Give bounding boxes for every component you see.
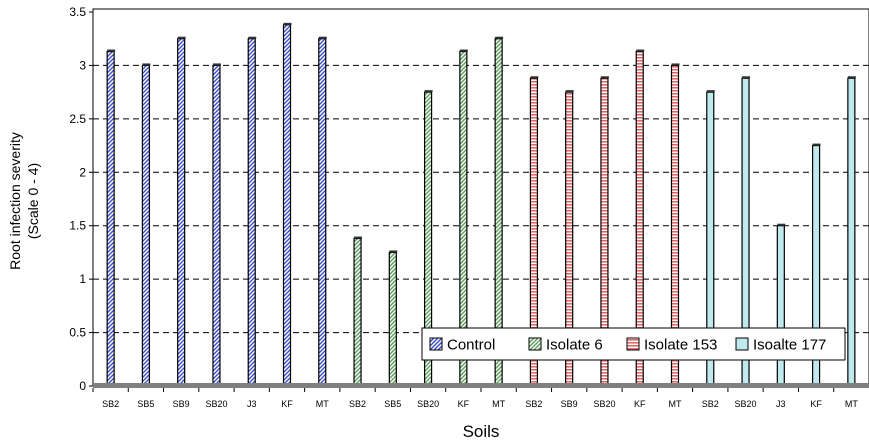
- bar-isolate-153-cap: [530, 76, 539, 79]
- y-tick-label: 2: [79, 165, 86, 179]
- plot-area: [92, 8, 869, 387]
- legend-label-isolate-153: Isolate 153: [644, 337, 717, 354]
- bars: [106, 22, 856, 387]
- legend-swatch-isolate-153: [626, 337, 640, 351]
- x-tick-label: SB5: [137, 399, 154, 409]
- bar-isoalte-177: [776, 225, 785, 387]
- bar-isoalte-177-cap: [706, 90, 715, 93]
- x-tick-label: SB2: [349, 399, 366, 409]
- bar-control-cap: [318, 36, 327, 39]
- y-tick-label: 0.5: [69, 326, 86, 340]
- legend-label-isoalte-177: Isoalte 177: [753, 337, 826, 354]
- y-tick-label: 1: [79, 272, 86, 286]
- bar-isolate-153-cap: [600, 76, 609, 79]
- bar-control-cap: [212, 63, 221, 66]
- bar-isolate-6-cap: [389, 250, 398, 253]
- bar-control-cap: [283, 22, 292, 25]
- y-axis-title: Root infection severity: [7, 132, 23, 270]
- x-tick-label: MT: [492, 399, 505, 409]
- bar-isolate-6-cap: [495, 36, 504, 39]
- bar-control: [212, 64, 221, 387]
- bar-isolate-6: [388, 251, 397, 387]
- bar-isoalte-177-cap: [742, 76, 751, 79]
- bar-control: [282, 24, 292, 387]
- legend-label-control: Control: [447, 337, 495, 354]
- x-tick-label: SB2: [525, 399, 542, 409]
- x-axis: SB2 SB5 SB9 SB20 J3 KF MT SB2 SB5 SB20 KF MT SB2 SB9 S…: [92, 388, 858, 409]
- x-tick-label: SB2: [702, 399, 719, 409]
- x-tick-label: SB9: [173, 399, 190, 409]
- legend: Control Isolate 6 Isolate 153 Isoalte 17…: [421, 327, 846, 361]
- x-tick-label: SB2: [102, 399, 119, 409]
- y-tick-label: 3.5: [69, 5, 86, 19]
- bar-control: [318, 38, 327, 387]
- x-axis-title: Soils: [463, 422, 500, 441]
- x-tick-label: SB20: [417, 399, 439, 409]
- y-tick-label: 3: [79, 58, 86, 72]
- x-tick-label: KF: [281, 399, 293, 409]
- x-tick-label: MT: [316, 399, 329, 409]
- legend-label-isolate-6: Isolate 6: [546, 337, 603, 354]
- bar-control-cap: [142, 63, 151, 66]
- x-tick-label: MT: [669, 399, 682, 409]
- x-tick-label: KF: [634, 399, 646, 409]
- bar-control: [247, 38, 256, 387]
- x-tick-label: KF: [458, 399, 470, 409]
- y-axis: 0 0.5 1 1.5 2 2.5 3 3.5: [69, 5, 93, 393]
- x-tick-label: SB20: [205, 399, 227, 409]
- x-tick-label: J3: [776, 399, 786, 409]
- bar-isoalte-177-cap: [812, 143, 821, 146]
- legend-swatch-control: [429, 337, 443, 351]
- y-axis-subtitle: (Scale 0 - 4): [25, 163, 41, 239]
- x-tick-label: SB20: [735, 399, 757, 409]
- y-tick-label: 1.5: [69, 219, 86, 233]
- bar-isoalte-177-cap: [847, 76, 856, 79]
- x-tick-label: SB5: [384, 399, 401, 409]
- bar-control: [177, 38, 186, 387]
- bar-control-cap: [107, 49, 116, 52]
- bar-isoalte-177: [847, 77, 856, 387]
- x-tick-label: SB9: [561, 399, 578, 409]
- bar-isolate-6-cap: [354, 236, 363, 239]
- bar-control: [106, 50, 115, 387]
- x-tick-label: J3: [247, 399, 257, 409]
- x-tick-label: SB20: [593, 399, 615, 409]
- bar-isolate-153-cap: [671, 63, 680, 66]
- bar-isolate-6: [353, 237, 362, 387]
- bar-control-cap: [177, 36, 186, 39]
- bar-isolate-153-cap: [565, 90, 574, 93]
- bar-isolate-6-cap: [459, 49, 468, 52]
- bar-control: [141, 64, 151, 387]
- x-tick-label: KF: [810, 399, 822, 409]
- bar-isolate-153-cap: [636, 49, 645, 52]
- bar-isolate-6-cap: [424, 90, 433, 93]
- y-tick-label: 2.5: [69, 112, 86, 126]
- y-tick-label: 0: [79, 379, 86, 393]
- plot-floor: [93, 383, 869, 388]
- legend-swatch-isoalte-177: [735, 337, 749, 351]
- bar-control-cap: [248, 36, 257, 39]
- bar-isoalte-177-cap: [777, 223, 786, 226]
- legend-swatch-isolate-6: [528, 337, 542, 351]
- x-tick-label: MT: [845, 399, 858, 409]
